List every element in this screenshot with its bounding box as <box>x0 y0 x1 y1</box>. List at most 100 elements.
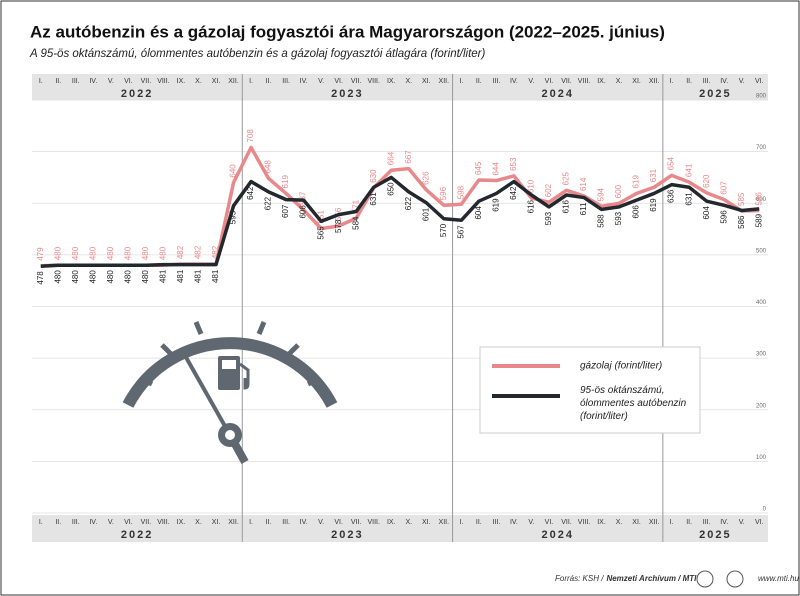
x-tick-label: VIII. <box>367 519 380 526</box>
y-tick-label: 700 <box>756 145 767 151</box>
x-tick-label: VII. <box>141 78 152 85</box>
x-tick-label: VII. <box>351 519 362 526</box>
data-label: 606 <box>299 205 308 219</box>
data-label: 611 <box>579 202 588 215</box>
x-tick-label: IX. <box>597 519 606 526</box>
data-label: 630 <box>369 169 378 183</box>
x-tick-label: V. <box>528 78 534 85</box>
y-tick-label: 200 <box>756 403 767 409</box>
data-label: 644 <box>491 162 500 176</box>
year-label: 2022 <box>121 529 153 541</box>
x-tick-label: VIII. <box>157 519 170 526</box>
data-label: 619 <box>649 198 658 212</box>
data-label: 604 <box>702 206 711 220</box>
x-tick-label: IV. <box>89 78 97 85</box>
legend-label: gázolaj (forint/liter) <box>580 361 662 372</box>
chart-subtitle: A 95-ös oktánszámú, ólommentes autóbenzi… <box>29 48 486 60</box>
x-tick-label: XII. <box>439 519 450 526</box>
data-label: 600 <box>614 184 623 198</box>
legend-box <box>479 346 701 434</box>
data-label: 619 <box>632 175 641 189</box>
data-label: 480 <box>71 270 80 284</box>
data-label: 584 <box>351 216 360 230</box>
data-label: 631 <box>369 192 378 206</box>
x-tick-label: VIII. <box>367 78 380 85</box>
year-label: 2025 <box>699 88 731 100</box>
x-tick-label: V. <box>528 519 534 526</box>
data-label: 595 <box>229 210 238 224</box>
x-tick-label: IV. <box>510 519 518 526</box>
data-label: 641 <box>684 163 693 177</box>
data-label: 551 <box>316 210 325 224</box>
x-tick-label: X. <box>195 519 202 526</box>
data-label: 648 <box>264 160 273 174</box>
y-tick-label: 800 <box>756 94 767 100</box>
x-tick-label: III. <box>703 78 711 85</box>
chart-title: Az autóbenzin és a gázolaj fogyasztói ár… <box>30 22 665 41</box>
data-label: 480 <box>53 270 62 284</box>
x-tick-label: I. <box>670 78 674 85</box>
source: Forrás: KSH / Nemzeti Archívum / MTI <box>555 574 697 583</box>
logo <box>696 570 714 588</box>
x-tick-label: VI. <box>124 78 133 85</box>
x-tick-label: III. <box>72 519 80 526</box>
website: www.mti.hu <box>758 574 799 583</box>
x-tick-label: V. <box>739 519 745 526</box>
data-label: 481 <box>194 269 203 283</box>
x-tick-label: XII. <box>228 78 239 85</box>
x-tick-label: III. <box>282 519 290 526</box>
x-tick-label: IV. <box>89 519 97 526</box>
data-label: 610 <box>527 179 536 193</box>
data-label: 593 <box>544 211 553 225</box>
x-tick-label: III. <box>703 519 711 526</box>
y-tick-label: 400 <box>756 300 767 306</box>
data-label: 482 <box>194 245 203 259</box>
x-tick-label: VI. <box>334 78 343 85</box>
data-label: 619 <box>281 175 290 189</box>
x-tick-label: VIII. <box>578 519 591 526</box>
data-label: 578 <box>334 219 343 233</box>
x-tick-label: VI. <box>334 519 343 526</box>
x-tick-label: XII. <box>228 519 239 526</box>
x-tick-label: II. <box>266 519 272 526</box>
data-label: 626 <box>421 171 430 185</box>
data-label: 480 <box>123 270 132 284</box>
data-label: 480 <box>106 270 115 284</box>
data-label: 631 <box>649 168 658 182</box>
data-label: 653 <box>509 157 518 171</box>
data-label: 622 <box>404 196 413 210</box>
top-band <box>32 74 768 100</box>
data-label: 616 <box>527 199 536 213</box>
data-label: 601 <box>421 207 430 221</box>
bottom-band <box>32 515 768 542</box>
x-tick-label: VIII. <box>157 78 170 85</box>
x-tick-label: VII. <box>141 519 152 526</box>
x-tick-label: VII. <box>561 519 572 526</box>
x-tick-label: IV. <box>300 519 308 526</box>
x-tick-label: III. <box>492 78 500 85</box>
data-label: 567 <box>456 225 465 239</box>
data-label: 480 <box>53 246 62 260</box>
data-label: 642 <box>509 186 518 200</box>
data-label: 482 <box>211 245 220 259</box>
x-tick-label: IV. <box>510 78 518 85</box>
data-label: 620 <box>702 174 711 188</box>
data-label: 607 <box>281 204 290 218</box>
x-tick-label: IX. <box>177 519 186 526</box>
x-tick-label: II. <box>686 519 692 526</box>
x-tick-label: VII. <box>561 78 572 85</box>
x-tick-label: XI. <box>422 519 431 526</box>
data-label: 571 <box>351 199 360 213</box>
data-label: 480 <box>71 246 80 260</box>
data-label: 480 <box>141 270 150 284</box>
x-tick-label: II. <box>55 519 61 526</box>
x-tick-label: VIII. <box>578 78 591 85</box>
x-tick-label: V. <box>108 78 114 85</box>
x-tick-label: IX. <box>177 78 186 85</box>
data-label: 619 <box>491 198 500 212</box>
y-tick-label: 300 <box>756 352 767 358</box>
x-tick-label: I. <box>249 519 253 526</box>
x-tick-label: II. <box>55 78 61 85</box>
